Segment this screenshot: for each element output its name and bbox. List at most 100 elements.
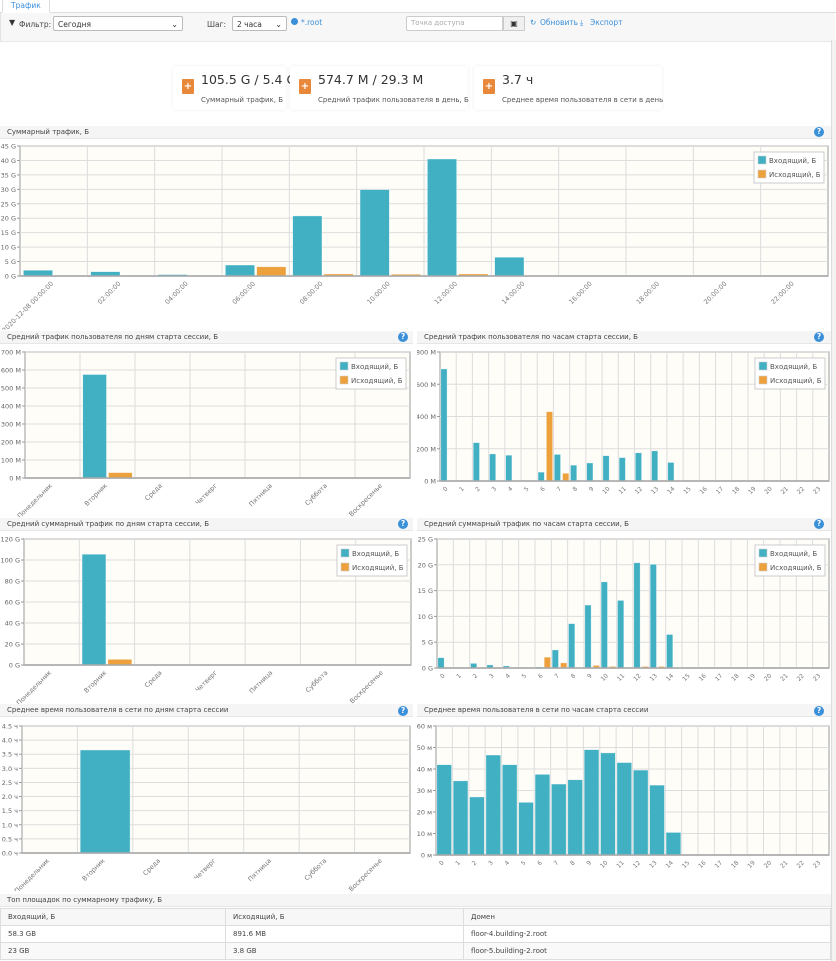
y-tick-label: 20 м xyxy=(417,809,432,817)
refresh-link[interactable]: Обновить xyxy=(540,18,579,27)
x-tick-label: 3 xyxy=(488,672,496,680)
bar xyxy=(79,749,131,854)
y-tick-label: 60 м xyxy=(417,723,432,731)
scrollbar[interactable] xyxy=(831,40,836,961)
help-icon[interactable]: ? xyxy=(814,332,824,342)
x-tick-label: Пятница xyxy=(248,669,275,696)
x-tick-label: 2020-12-08 00:00:00 xyxy=(1,280,55,330)
x-tick-label: 2 xyxy=(472,672,480,680)
x-tick-label: Воскресенье xyxy=(348,669,385,704)
bar xyxy=(649,563,657,669)
x-tick-label: 7 xyxy=(553,672,561,680)
x-tick-label: Четверг xyxy=(194,481,220,507)
export-link[interactable]: Экспорт xyxy=(590,18,623,27)
bar xyxy=(256,266,287,277)
help-icon[interactable]: ? xyxy=(814,127,824,137)
x-tick-label: 11 xyxy=(616,672,626,682)
x-tick-label: 0 xyxy=(439,672,447,680)
file-plus-icon: + xyxy=(182,79,194,94)
x-tick-label: 12:00:00 xyxy=(433,280,459,306)
domain-link[interactable]: *.root xyxy=(301,18,323,27)
x-tick-label: Суббота xyxy=(303,482,329,508)
legend-label: Исходящий, Б xyxy=(352,564,404,572)
legend-swatch xyxy=(340,548,350,558)
x-tick-label: 19 xyxy=(747,672,757,682)
x-tick-label: Понедельник xyxy=(16,482,54,517)
file-plus-icon: + xyxy=(299,79,311,94)
y-tick-label: 60 G xyxy=(5,599,20,607)
x-tick-label: 0 xyxy=(438,859,446,867)
access-point-input[interactable]: Точка доступа xyxy=(406,16,503,31)
y-tick-label: 80 G xyxy=(5,578,20,586)
y-tick-label: 0 м xyxy=(421,852,432,860)
x-tick-label: 12 xyxy=(634,485,644,495)
chart-avg-total-by-day: 0 G 20 G 40 G 60 G 80 G 100 G 120 G Понедельник… xyxy=(0,536,412,704)
refresh-icon[interactable]: ↻ xyxy=(530,18,537,27)
column-header[interactable]: Исходящий, Б xyxy=(225,908,464,926)
legend-label: Входящий, Б xyxy=(352,550,399,558)
stat-value: 3.7 ч xyxy=(502,72,534,87)
stat-value: 574.7 M / 29.3 M xyxy=(318,72,424,87)
legend-swatch xyxy=(339,361,349,371)
help-icon[interactable]: ? xyxy=(398,332,408,342)
bar xyxy=(562,472,570,482)
x-tick-label: 06:00:00 xyxy=(231,280,257,306)
bar xyxy=(543,656,551,669)
y-tick-label: 40 G xyxy=(5,620,20,628)
tab-traffic[interactable]: Трафик xyxy=(2,0,50,13)
x-tick-label: 10 xyxy=(599,859,609,869)
help-icon[interactable]: ? xyxy=(814,706,824,716)
globe-icon xyxy=(291,18,298,25)
y-tick-label: 800 M xyxy=(417,349,436,357)
x-tick-label: 02:00:00 xyxy=(96,280,122,306)
legend-swatch xyxy=(758,361,768,371)
help-icon[interactable]: ? xyxy=(398,519,408,529)
y-tick-label: 2.5 ч xyxy=(2,779,18,787)
y-tick-label: 700 M xyxy=(1,349,21,357)
filter-select[interactable]: Сегодня ⌄ xyxy=(53,16,183,31)
x-tick-label: 9 xyxy=(585,859,593,867)
cell-outgoing: 891.6 MB xyxy=(225,925,464,943)
sitemap-button[interactable]: ▣ xyxy=(503,16,525,31)
x-tick-label: Среда xyxy=(143,669,164,690)
y-tick-label: 200 M xyxy=(417,445,436,453)
export-icon[interactable]: ⤓ xyxy=(580,18,584,27)
y-tick-label: 100 G xyxy=(0,557,20,565)
table-header-row: Входящий, Б Исходящий, Б Домен xyxy=(0,908,831,926)
bar xyxy=(633,562,641,669)
bar xyxy=(665,832,682,856)
x-tick-label: Суббота xyxy=(303,857,329,883)
bar xyxy=(485,754,501,856)
x-tick-label: 22 xyxy=(796,485,806,495)
step-select[interactable]: 2 часа ⌄ xyxy=(232,16,287,31)
x-tick-label: 17 xyxy=(715,485,725,495)
help-icon[interactable]: ? xyxy=(398,706,408,716)
table-row: 58.3 GB 891.6 MB floor-4.building-2.root xyxy=(0,925,831,943)
x-tick-label: 20 xyxy=(763,485,773,495)
x-tick-label: Среда xyxy=(143,482,164,503)
legend-swatch xyxy=(339,375,349,385)
column-header[interactable]: Домен xyxy=(463,908,831,926)
x-tick-label: 23 xyxy=(812,485,822,495)
column-header[interactable]: Входящий, Б xyxy=(0,908,226,926)
x-tick-label: 7 xyxy=(553,859,561,867)
y-tick-label: 30 G xyxy=(1,186,16,194)
bar xyxy=(570,464,578,482)
y-tick-label: 100 M xyxy=(1,457,21,465)
bar xyxy=(108,472,133,479)
x-tick-label: 4 xyxy=(503,859,511,867)
panel-header-total: Суммарный трафик, Б xyxy=(0,126,831,139)
x-tick-label: 19 xyxy=(747,485,757,495)
step-value: 2 часа xyxy=(237,20,262,29)
cell-incoming: 23 GB xyxy=(0,942,226,960)
bar xyxy=(472,442,480,482)
bar xyxy=(560,662,568,669)
help-icon[interactable]: ? xyxy=(814,519,824,529)
x-tick-label: 15 xyxy=(682,485,692,495)
legend-swatch xyxy=(758,562,768,572)
panel-header-avg-user-day: Средний трафик пользователя по дням стар… xyxy=(0,331,413,344)
y-tick-label: 40 G xyxy=(1,157,16,165)
bar xyxy=(427,158,457,277)
filter-value: Сегодня xyxy=(58,20,91,29)
bar xyxy=(518,802,534,856)
